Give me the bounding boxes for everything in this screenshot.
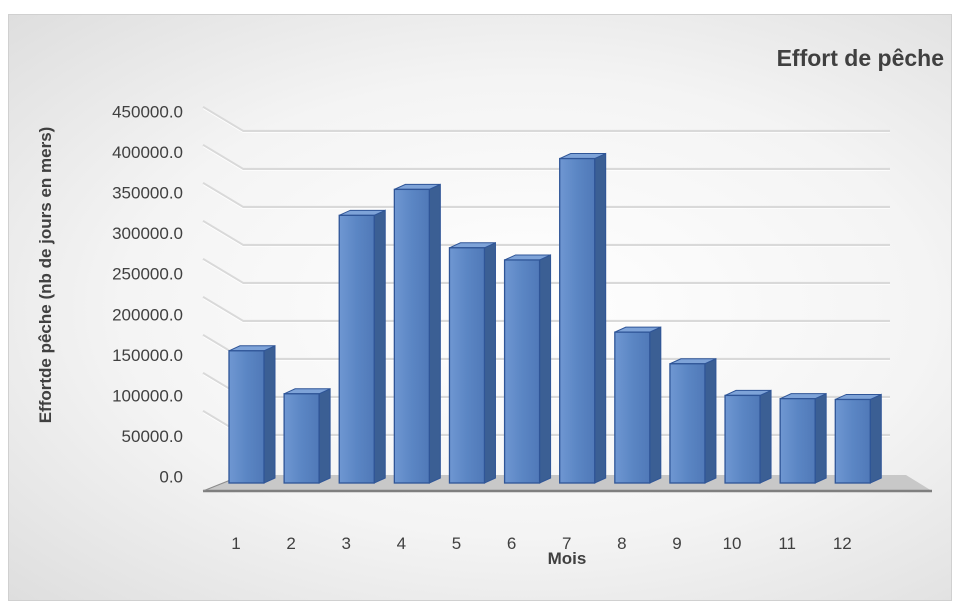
bar: [283, 393, 320, 484]
bar: [724, 394, 761, 484]
bar-side: [373, 209, 386, 484]
chart-title: Effort de pêche: [777, 45, 944, 71]
bar-side: [318, 388, 331, 484]
gridline: [202, 258, 890, 285]
x-tick-label: 8: [617, 534, 626, 553]
x-tick-label: 3: [341, 534, 350, 553]
bar-side: [814, 392, 827, 484]
gridline-highlight: [202, 260, 890, 285]
bar-side: [759, 389, 772, 484]
y-tick-label: 250000.0: [112, 265, 183, 284]
gridline-highlight: [202, 146, 890, 171]
bar: [448, 247, 486, 484]
y-tick-label: 400000.0: [112, 143, 183, 162]
gridline-highlight: [202, 108, 890, 133]
x-tick-label: 9: [672, 534, 681, 553]
x-tick-label: 1: [231, 534, 240, 553]
x-tick-label: 7: [562, 534, 571, 553]
bar: [228, 350, 265, 484]
y-tick-label: 50000.0: [122, 427, 183, 446]
bar: [393, 188, 431, 484]
bar-side: [704, 357, 717, 484]
bar-side: [263, 345, 276, 484]
gridline: [202, 106, 890, 133]
x-tick-label: 12: [833, 534, 852, 553]
bar: [338, 214, 375, 484]
bar: [614, 331, 651, 484]
x-tick-label: 10: [723, 534, 742, 553]
y-axis-title: Effortde pêche (nb de jours en mers): [36, 127, 55, 424]
y-tick-label: 200000.0: [112, 305, 183, 324]
bar-side: [649, 326, 662, 484]
y-tick-label: 450000.0: [112, 102, 183, 121]
x-axis-ticks: 1 2 3 4 5 6 7 8 9 10 11 12: [231, 534, 851, 553]
gridline: [202, 220, 890, 247]
gridline: [202, 296, 890, 323]
bar-side: [483, 242, 496, 484]
x-axis-title: Mois: [548, 549, 587, 568]
bar: [669, 363, 706, 484]
gridline-highlight: [202, 222, 890, 247]
x-tick-label: 2: [286, 534, 295, 553]
y-tick-label: 150000.0: [112, 346, 183, 365]
bar: [503, 259, 541, 484]
bar: [779, 397, 816, 484]
bar: [834, 398, 871, 484]
bar-side: [869, 393, 882, 484]
gridline-highlight: [202, 184, 890, 209]
gridline: [202, 182, 890, 209]
bar-side: [539, 254, 552, 484]
y-axis-ticks: 0.0 50000.0 100000.0 150000.0 200000.0 250000…: [112, 102, 183, 486]
y-tick-label: 100000.0: [112, 386, 183, 405]
bar: [559, 157, 596, 484]
y-tick-label: 350000.0: [112, 184, 183, 203]
x-tick-label: 4: [397, 534, 406, 553]
x-tick-label: 5: [452, 534, 461, 553]
x-tick-label: 11: [778, 534, 796, 553]
gridline: [202, 144, 890, 171]
y-tick-label: 300000.0: [112, 224, 183, 243]
x-tick-label: 6: [507, 534, 516, 553]
bars: [228, 152, 882, 484]
bar-side: [594, 152, 607, 484]
gridline-highlight: [202, 298, 890, 323]
bar-side: [428, 183, 441, 484]
y-tick-label: 0.0: [159, 467, 183, 486]
